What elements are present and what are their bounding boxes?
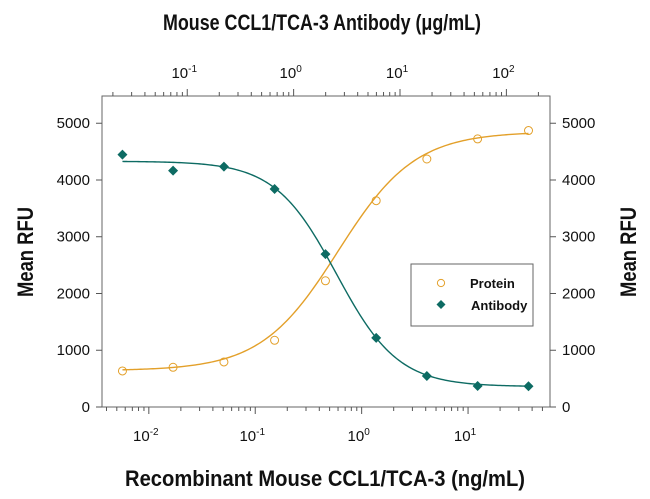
legend: Protein Antibody (410, 263, 534, 327)
x-axis-label: Recombinant Mouse CCL1/TCA-3 (ng/mL) (125, 466, 525, 491)
y-axis-tick-label: 4000 (57, 172, 90, 189)
y2-axis-tick-label: 3000 (562, 229, 595, 246)
legend-label-protein: Protein (470, 276, 515, 291)
y-axis-tick-label: 2000 (57, 285, 90, 302)
y2-axis-tick-label: 4000 (562, 172, 595, 189)
antibody-data-point (269, 184, 280, 195)
protein-data-point (270, 335, 280, 345)
protein-data-point (422, 154, 432, 164)
x-axis-tick-label: 10-2 (133, 427, 159, 445)
legend-label-antibody: Antibody (471, 298, 528, 313)
protein-data-point (219, 357, 229, 367)
y-axis-tick-label: 3000 (57, 229, 90, 246)
protein-data-point (168, 362, 178, 372)
x2-axis-tick-label: 102 (492, 64, 515, 82)
antibody-data-point (523, 381, 534, 392)
antibody-data-point (117, 149, 128, 160)
y-axis-tick-label: 1000 (57, 342, 90, 359)
x-axis-tick-label: 10-1 (239, 427, 265, 445)
x-axis-tick-label: 101 (454, 427, 477, 445)
protein-data-point (117, 366, 127, 376)
y-axis-tick-label: 0 (82, 399, 90, 416)
protein-data-point (320, 276, 330, 286)
y2-axis-label: Mean RFU (616, 207, 641, 297)
y2-axis-tick-label: 2000 (562, 285, 595, 302)
y-axis-tick-label: 5000 (57, 115, 90, 132)
x2-axis-tick-label: 10-1 (171, 64, 197, 82)
antibody-data-point (472, 380, 483, 391)
antibody-data-point (168, 165, 179, 176)
y2-axis-tick-label: 1000 (562, 342, 595, 359)
chart-title: Mouse CCL1/TCA-3 Antibody (μg/mL) (163, 10, 481, 35)
protein-data-point (524, 126, 534, 136)
y2-axis-tick-label: 5000 (562, 115, 595, 132)
antibody-data-point (320, 249, 331, 260)
antibody-data-point (371, 332, 382, 343)
x2-axis-tick-label: 101 (386, 64, 409, 82)
x2-axis-tick-label: 100 (280, 64, 303, 82)
y-axis-label: Mean RFU (13, 207, 38, 297)
legend-marker-protein (436, 278, 446, 288)
protein-data-point (371, 196, 381, 206)
y2-axis-tick-label: 0 (562, 399, 570, 416)
protein-data-point (473, 134, 483, 144)
protein-fit-curve (122, 132, 529, 371)
legend-marker-antibody (436, 300, 446, 309)
antibody-data-point (421, 370, 432, 381)
x-axis-tick-label: 100 (348, 427, 371, 445)
legend-box (410, 263, 534, 327)
antibody-data-point (218, 161, 229, 172)
